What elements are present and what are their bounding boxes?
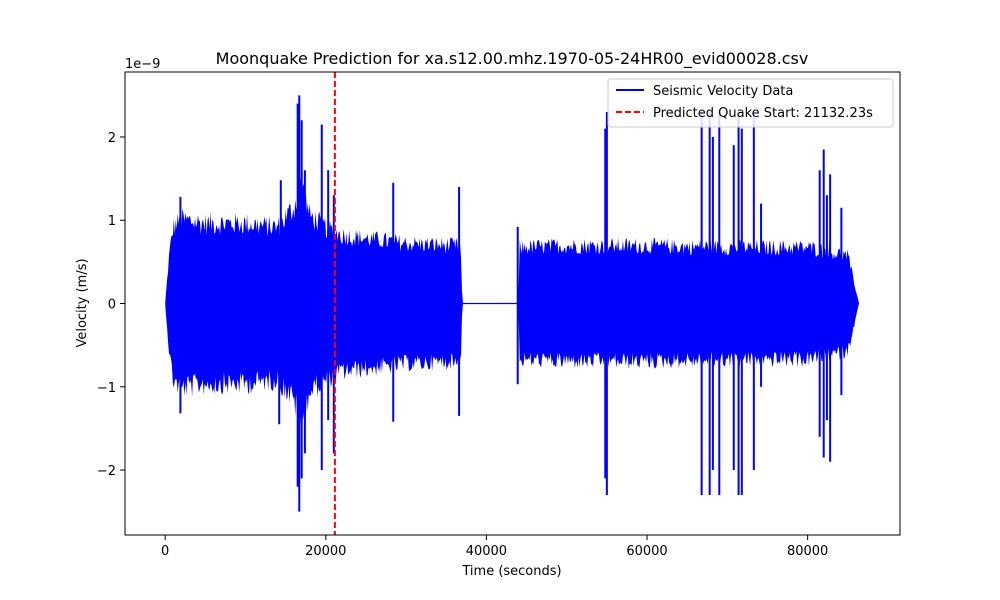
x-axis: 0 20000 40000 60000 80000 bbox=[161, 535, 828, 559]
y-tick-label-1: −1 bbox=[97, 381, 116, 396]
y-tick-label-4: 2 bbox=[108, 131, 116, 146]
y-tick-label-3: 1 bbox=[108, 214, 116, 229]
x-tick-label-3: 60000 bbox=[626, 544, 667, 559]
x-tick-label-4: 80000 bbox=[787, 544, 828, 559]
y-tick-label-0: −2 bbox=[97, 464, 116, 479]
x-tick-label-2: 40000 bbox=[466, 544, 507, 559]
y-tick-label-2: 0 bbox=[108, 298, 116, 313]
legend-label-quake: Predicted Quake Start: 21132.23s bbox=[653, 106, 873, 121]
series-seismic-velocity-fill bbox=[165, 178, 860, 426]
x-axis-label: Time (seconds) bbox=[461, 564, 561, 579]
chart-title: Moonquake Prediction for xa.s12.00.mhz.1… bbox=[216, 49, 809, 69]
y-axis: −2 −1 0 1 2 bbox=[97, 131, 125, 479]
series-seismic-velocity-spikes bbox=[179, 95, 843, 512]
x-tick-label-0: 0 bbox=[161, 544, 169, 559]
y-axis-label: Velocity (m/s) bbox=[75, 258, 90, 347]
legend-box bbox=[607, 78, 894, 128]
y-offset-label: 1e−9 bbox=[125, 57, 160, 72]
legend-label-seismic: Seismic Velocity Data bbox=[653, 84, 793, 99]
x-tick-label-1: 20000 bbox=[305, 544, 346, 559]
legend: Seismic Velocity Data Predicted Quake St… bbox=[607, 78, 894, 128]
plot-area bbox=[165, 72, 860, 535]
